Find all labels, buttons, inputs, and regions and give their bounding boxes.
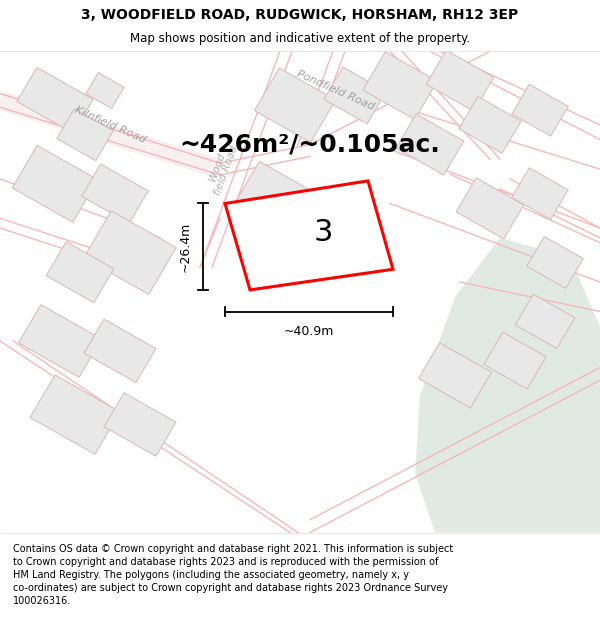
Text: 3, WOODFIELD ROAD, RUDGWICK, HORSHAM, RH12 3EP: 3, WOODFIELD ROAD, RUDGWICK, HORSHAM, RH… bbox=[82, 8, 518, 22]
Polygon shape bbox=[17, 68, 93, 133]
Polygon shape bbox=[86, 72, 124, 109]
Text: Kilnfield Road: Kilnfield Road bbox=[73, 105, 147, 145]
Text: ~426m²/~0.105ac.: ~426m²/~0.105ac. bbox=[179, 132, 440, 156]
Text: Map shows position and indicative extent of the property.: Map shows position and indicative extent… bbox=[130, 32, 470, 45]
Polygon shape bbox=[235, 161, 316, 236]
Polygon shape bbox=[484, 332, 546, 389]
Polygon shape bbox=[459, 96, 521, 153]
Text: Contains OS data © Crown copyright and database right 2021. This information is : Contains OS data © Crown copyright and d… bbox=[13, 544, 454, 606]
Polygon shape bbox=[46, 242, 114, 302]
Text: Wood
field Road: Wood field Road bbox=[204, 141, 240, 197]
Polygon shape bbox=[104, 392, 176, 456]
Polygon shape bbox=[456, 178, 524, 239]
Text: ~26.4m: ~26.4m bbox=[179, 222, 191, 272]
Text: 3: 3 bbox=[313, 219, 333, 248]
Polygon shape bbox=[84, 319, 156, 382]
Polygon shape bbox=[512, 84, 568, 136]
Polygon shape bbox=[82, 164, 148, 223]
Polygon shape bbox=[396, 114, 464, 175]
Polygon shape bbox=[363, 52, 437, 119]
Polygon shape bbox=[19, 304, 101, 378]
Polygon shape bbox=[419, 342, 491, 408]
Polygon shape bbox=[512, 168, 568, 219]
Text: Pondfield Road: Pondfield Road bbox=[295, 69, 375, 112]
Polygon shape bbox=[415, 238, 600, 532]
Polygon shape bbox=[57, 109, 113, 161]
Polygon shape bbox=[515, 294, 575, 348]
Polygon shape bbox=[254, 68, 335, 142]
Polygon shape bbox=[30, 375, 120, 454]
Polygon shape bbox=[12, 146, 98, 222]
Polygon shape bbox=[527, 236, 583, 288]
Text: ~40.9m: ~40.9m bbox=[284, 324, 334, 338]
Polygon shape bbox=[324, 67, 386, 124]
Polygon shape bbox=[225, 181, 393, 290]
Polygon shape bbox=[426, 50, 494, 111]
Polygon shape bbox=[84, 211, 176, 294]
